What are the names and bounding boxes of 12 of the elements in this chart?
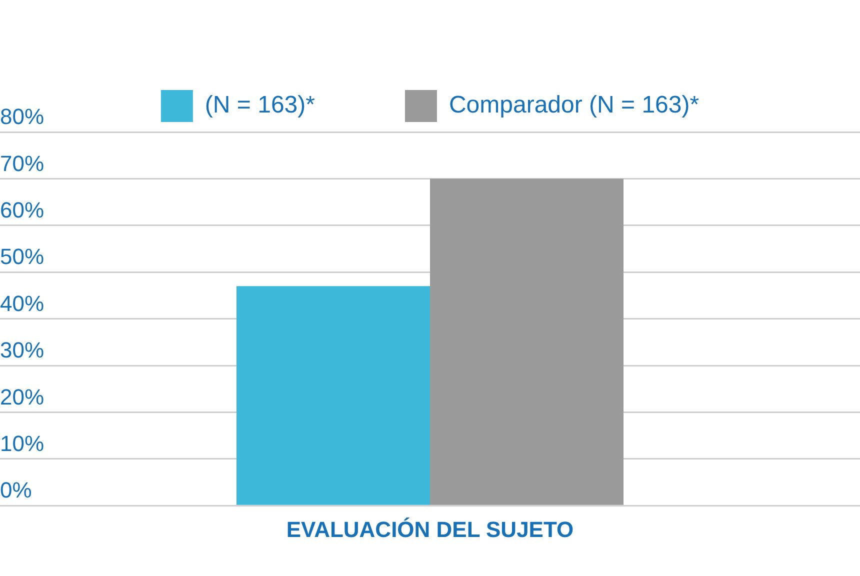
y-tick-label: 10% <box>0 430 44 456</box>
y-tick-label: 70% <box>0 150 44 176</box>
legend-label: Comparador (N = 163)* <box>448 92 700 119</box>
y-tick-label: 50% <box>0 244 44 270</box>
y-tick-label: 40% <box>0 290 44 316</box>
y-tick-label: 30% <box>0 338 44 363</box>
y-tick-label: 20% <box>0 384 44 410</box>
x-tick-label: EVALUACIÓN DEL SUJETO <box>286 516 574 542</box>
legend-label: (N = 163)* <box>204 92 315 119</box>
y-tick-label: 60% <box>0 197 44 222</box>
y-tick-label: 80% <box>0 104 44 130</box>
y-tick-label: 0% <box>0 478 32 503</box>
